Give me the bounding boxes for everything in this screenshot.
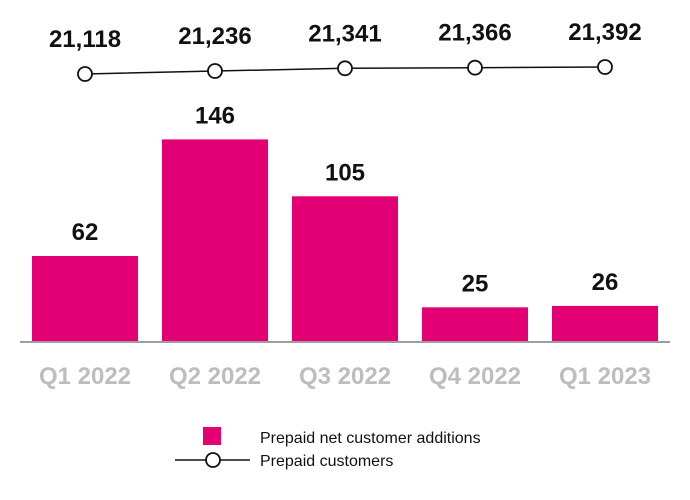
bar-value-labels: 62 146 105 25 26 — [72, 102, 619, 297]
bar-value-label-0: 62 — [72, 219, 99, 246]
bar-value-label-3: 25 — [462, 270, 489, 297]
line-value-label-0: 21,118 — [49, 26, 121, 53]
bar-value-label-4: 26 — [592, 269, 619, 296]
line-point-3 — [467, 59, 483, 76]
legend-swatch-bar — [203, 427, 221, 445]
bar-3 — [422, 307, 528, 342]
line-point-2 — [337, 60, 353, 77]
bar-series — [32, 139, 658, 342]
x-tick-label-1: Q2 2022 — [169, 363, 261, 390]
x-axis-tick-labels: Q1 2022 Q2 2022 Q3 2022 Q4 2022 Q1 2023 — [39, 363, 651, 390]
x-tick-label-4: Q1 2023 — [559, 363, 651, 390]
line-value-labels: 21,118 21,236 21,341 21,366 21,392 — [49, 19, 642, 53]
bar-4 — [552, 305, 658, 342]
legend-label-bar: Prepaid net customer additions — [260, 430, 481, 447]
bar-value-label-1: 146 — [195, 102, 235, 129]
bar-value-label-2: 105 — [325, 159, 365, 186]
bar-1 — [162, 139, 268, 342]
x-tick-label-0: Q1 2022 — [39, 363, 131, 390]
line-series — [77, 59, 613, 82]
line-value-label-3: 21,366 — [438, 20, 511, 47]
line-point-4 — [597, 59, 613, 75]
line-value-label-2: 21,341 — [308, 20, 381, 47]
line-point-0 — [77, 66, 93, 82]
line-value-label-1: 21,236 — [178, 23, 251, 50]
line-value-label-4: 21,392 — [568, 19, 641, 46]
legend-swatch-marker — [205, 452, 221, 468]
line-point-1 — [207, 63, 223, 79]
bar-2 — [292, 196, 398, 342]
x-tick-label-2: Q3 2022 — [299, 363, 391, 390]
bar-0 — [32, 256, 138, 342]
legend-label-line: Prepaid customers — [260, 453, 393, 470]
x-tick-label-3: Q4 2022 — [429, 363, 521, 390]
legend: Prepaid net customer additions Prepaid c… — [175, 427, 481, 470]
